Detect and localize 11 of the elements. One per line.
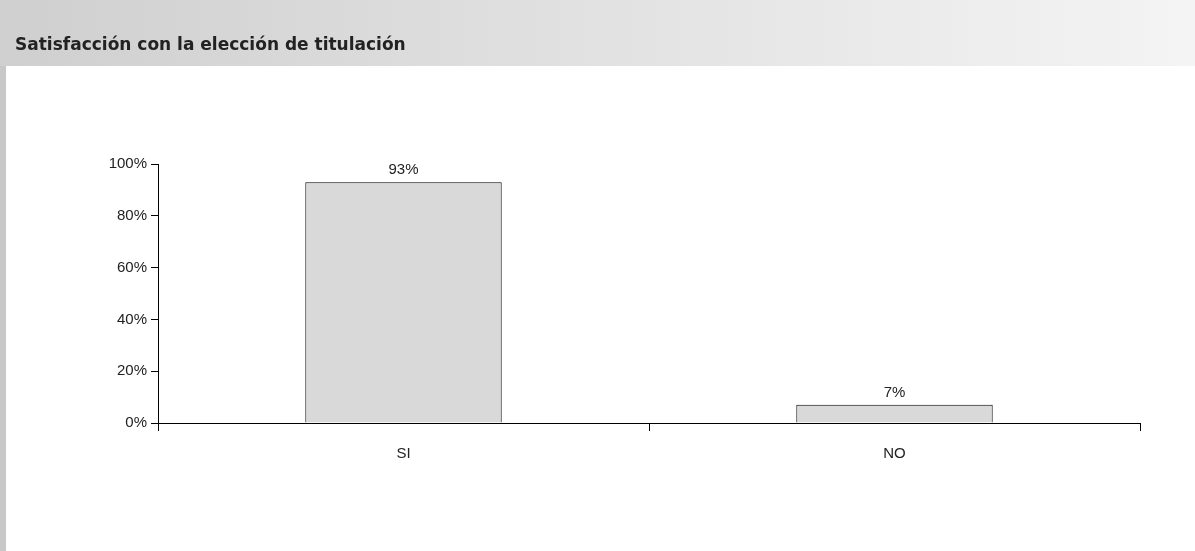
- y-tick-label: 60%: [116, 257, 147, 275]
- y-tick-label: 0%: [125, 413, 147, 431]
- data-label: 7%: [883, 382, 906, 400]
- chart-title: Satisfacción con la elección de titulación: [15, 34, 406, 54]
- y-tick-label: 80%: [116, 205, 147, 223]
- x-tick-label: SI: [396, 444, 411, 462]
- y-tick-label: 40%: [116, 309, 147, 327]
- x-tick-label: NO: [883, 444, 906, 462]
- y-tick-label: 20%: [116, 361, 147, 379]
- data-label: 93%: [388, 159, 419, 177]
- y-tick-label: 100%: [108, 154, 147, 172]
